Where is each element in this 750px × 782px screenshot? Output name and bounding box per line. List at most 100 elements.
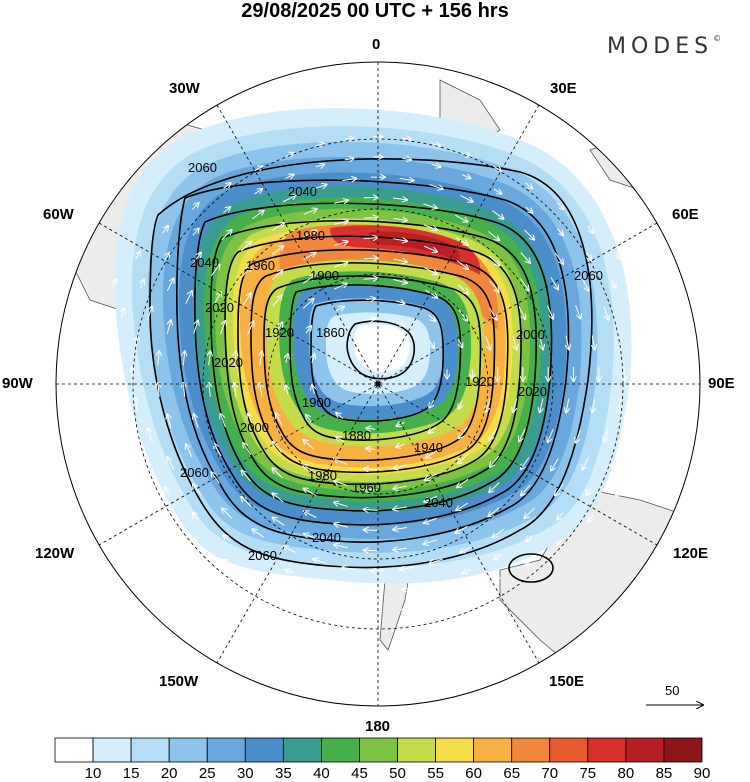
lon-label-30w: 30W (169, 80, 200, 97)
wind-arrow (192, 539, 200, 546)
wind-arrow (566, 398, 569, 413)
wind-arrow (333, 284, 347, 290)
wind-arrow (429, 426, 436, 433)
wind-arrow (364, 469, 378, 470)
wind-arrow (222, 508, 232, 519)
wind-arrow (556, 202, 563, 209)
wind-arrow (576, 429, 581, 443)
wind-arrow (393, 465, 408, 468)
wind-arrow (658, 430, 660, 440)
wind-arrow (303, 231, 317, 238)
wind-arrow (286, 354, 288, 363)
wind-arrow (135, 398, 137, 412)
wind-arrow (492, 528, 504, 537)
contour-label: 2000 (516, 327, 545, 342)
wind-arrow (95, 308, 97, 318)
wind-arrow (645, 338, 646, 348)
wind-arrow (209, 383, 211, 397)
wind-arrow (192, 203, 198, 210)
wind-arrow (113, 279, 116, 288)
wind-arrow (223, 560, 231, 566)
wind-arrow (485, 336, 491, 349)
wind-arrow (364, 550, 378, 551)
colorbar-swatch (130, 737, 170, 763)
contour-2000 (210, 219, 538, 512)
wind-arrow (241, 497, 252, 507)
wind-arrow (525, 206, 533, 213)
wind-arrow (313, 559, 327, 564)
wind-arrow (425, 473, 438, 480)
lon-label-60w: 60W (43, 206, 74, 223)
wind-arrow (303, 209, 317, 215)
wind-arrow (486, 398, 491, 411)
wind-arrow (305, 326, 311, 334)
wind-arrow (221, 230, 232, 241)
lon-label-180: 180 (365, 718, 391, 735)
wind-arrow (526, 534, 533, 541)
wind-arrow (334, 545, 348, 548)
colorbar-label: 20 (160, 765, 178, 782)
contour-label: 2060 (188, 160, 217, 175)
wind-arrow (429, 184, 442, 189)
wind-arrow (255, 577, 263, 582)
wind-arrow (315, 144, 325, 146)
contour-closed-australia (508, 553, 554, 583)
wind-arrow (334, 481, 348, 487)
wind-arrow (194, 414, 199, 428)
wind-arrow (455, 525, 468, 533)
wind-arrow (334, 524, 348, 528)
wind-arrow (393, 548, 408, 550)
wind-arrow (393, 218, 407, 220)
wind-arrow (140, 280, 144, 289)
wind-arrow (393, 486, 408, 489)
wind-arrow (254, 189, 263, 195)
wind-arrow (493, 188, 502, 194)
wind-arrow (209, 351, 211, 366)
colorbar-swatch (511, 737, 551, 763)
wind-arrow (670, 400, 671, 410)
colorbar-swatch (321, 737, 360, 763)
lon-label-60e: 60E (672, 206, 699, 223)
wind-arrow (211, 472, 220, 484)
wind-arrow (461, 153, 470, 156)
wind-arrow (193, 513, 200, 520)
wind-arrow (140, 460, 144, 469)
wind-arrow (304, 511, 317, 518)
wind-arrow (363, 238, 378, 239)
contour-1940 (250, 262, 496, 474)
wind-arrow (457, 284, 468, 295)
wind-arrow (186, 444, 193, 458)
contour-2040 (176, 179, 570, 543)
map-boundary (55, 61, 701, 707)
wind-arrow (220, 321, 226, 335)
wind-arrow (366, 299, 375, 300)
contour-label: 1920 (465, 374, 494, 389)
wind-arrow (428, 314, 436, 321)
map-title: 29/08/2025 00 UTC + 156 hrs (241, 0, 509, 22)
wind-arrow (460, 545, 474, 552)
colorbar-label: 35 (275, 765, 292, 782)
wind-arrow (286, 592, 295, 595)
contour-label: 2040 (288, 184, 317, 199)
shade-band-80 (330, 225, 481, 275)
wind-arrow (272, 223, 285, 231)
wind-arrow (336, 413, 344, 420)
wind-arrow (520, 252, 530, 264)
wind-arrow (429, 558, 443, 563)
contour-label: 2040 (424, 495, 453, 510)
wind-arrow (423, 224, 437, 230)
graticule (56, 62, 700, 706)
wind-arrow (520, 278, 529, 290)
wind-arrow (364, 530, 378, 531)
wind-arrow (555, 483, 564, 495)
wind-arrow (431, 164, 441, 167)
wind-arrow (193, 484, 202, 496)
lon-label-90w: 90W (2, 375, 33, 392)
wind-arrow (122, 309, 125, 318)
wind-arrow (582, 456, 590, 469)
wind-arrow (363, 217, 378, 218)
colorbar-swatch (168, 737, 208, 763)
wind-arrow (423, 245, 437, 252)
wind-arrow (147, 307, 152, 320)
wind-arrow (460, 194, 472, 201)
